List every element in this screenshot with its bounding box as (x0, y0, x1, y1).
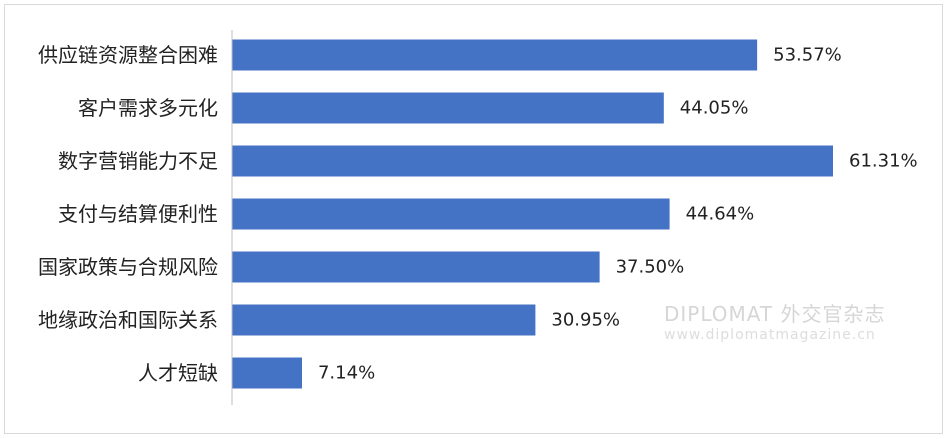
category-label-2: 客户需求多元化 (78, 96, 218, 120)
category-label-5: 国家政策与合规风险 (38, 255, 218, 279)
value-label-7: 7.14% (318, 363, 375, 384)
labels-layer: 供应链资源整合困难 53.57% 客户需求多元化 44.05% 数字营销能力不足 61.3… (38, 43, 918, 385)
category-label-4: 支付与结算便利性 (58, 202, 218, 226)
bar-1 (232, 39, 758, 71)
bars-layer (232, 39, 833, 389)
bar-6 (232, 304, 536, 336)
value-label-4: 44.64% (686, 204, 755, 225)
category-label-3: 数字营销能力不足 (58, 149, 218, 173)
category-label-7: 人才短缺 (138, 361, 218, 385)
value-label-2: 44.05% (680, 98, 749, 119)
watermark-url: www.diplomatmagazine.cn (664, 327, 876, 343)
bar-7 (232, 357, 302, 389)
bar-4 (232, 198, 670, 230)
value-label-5: 37.50% (616, 257, 685, 278)
category-label-1: 供应链资源整合困难 (38, 43, 218, 67)
watermark-title: DIPLOMAT 外交官杂志 (664, 302, 886, 326)
value-label-3: 61.31% (849, 151, 918, 172)
category-label-6: 地缘政治和国际关系 (38, 308, 218, 332)
watermark: DIPLOMAT 外交官杂志 www.diplomatmagazine.cn (664, 302, 886, 343)
bar-2 (232, 92, 664, 124)
value-label-6: 30.95% (551, 310, 620, 331)
bar-5 (232, 251, 600, 283)
bar-3 (232, 145, 833, 177)
value-label-1: 53.57% (773, 45, 842, 66)
